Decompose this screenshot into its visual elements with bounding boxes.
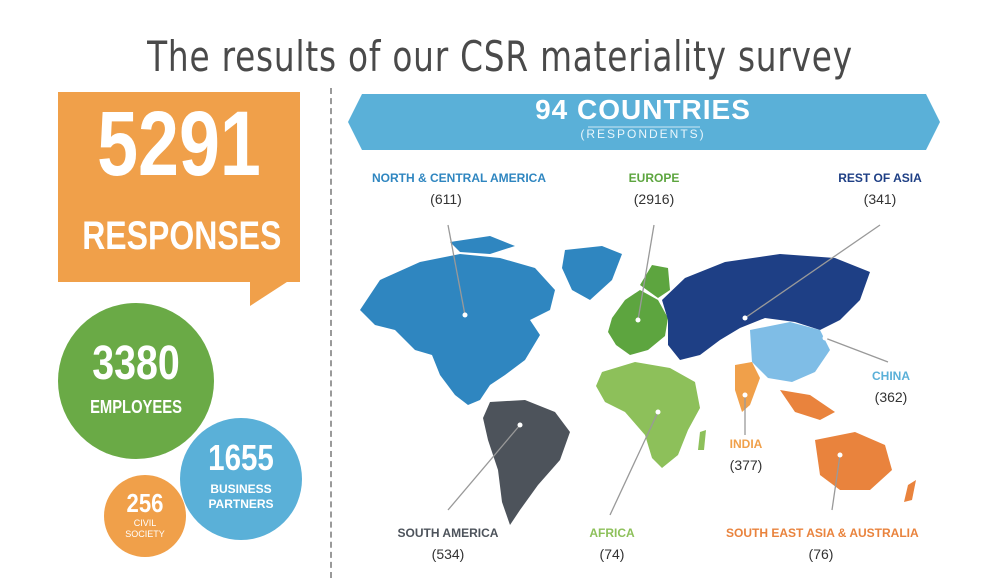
employees-label: EMPLOYEES xyxy=(90,397,182,417)
dot-africa xyxy=(655,409,661,415)
region-count: (611) xyxy=(430,191,462,207)
map-south-america xyxy=(483,400,570,525)
page-title: The results of our CSR materiality surve… xyxy=(147,32,853,82)
region-africa: AFRICA (74) xyxy=(582,527,642,561)
map-south-east-asia xyxy=(780,390,835,420)
business-partners-label: BUSINESS PARTNERS xyxy=(180,482,302,512)
pointer-rest-of-asia xyxy=(744,224,881,319)
map-greenland xyxy=(562,246,622,300)
business-partners-circle xyxy=(180,418,302,540)
pointer-dots xyxy=(462,312,843,458)
civil-society-label-line2: SOCIETY xyxy=(125,529,165,539)
map-australia xyxy=(815,432,892,490)
dot-europe xyxy=(635,317,641,323)
dot-india xyxy=(742,392,748,398)
pointer-south-america xyxy=(447,424,521,511)
region-india: INDIA (377) xyxy=(722,438,770,472)
responses-speech-tail xyxy=(250,280,290,306)
pointer-europe xyxy=(637,224,655,321)
region-name: CHINA xyxy=(872,369,910,383)
dot-china xyxy=(822,335,828,341)
region-china: CHINA (362) xyxy=(866,370,916,404)
map-madagascar xyxy=(698,430,706,450)
region-name: REST OF ASIA xyxy=(838,171,922,185)
region-name: SOUTH AMERICA xyxy=(397,526,499,540)
map-scandinavia xyxy=(640,265,670,298)
dot-australia xyxy=(837,452,843,458)
region-count: (341) xyxy=(863,191,897,207)
business-partners-label-line1: BUSINESS xyxy=(210,482,272,496)
region-north-central-america: NORTH & CENTRAL AMERICA (611) xyxy=(372,171,546,207)
countries-banner xyxy=(348,94,940,150)
region-count: (76) xyxy=(808,546,834,562)
region-count: (362) xyxy=(874,389,908,405)
civil-society-circle xyxy=(104,475,186,557)
map-north-central-america xyxy=(360,254,555,405)
banner-shape xyxy=(348,94,940,150)
region-count: (2916) xyxy=(633,191,675,207)
region-count: (534) xyxy=(431,546,465,562)
region-rest-of-asia: REST OF ASIA (341) xyxy=(830,172,930,206)
civil-society-label-line1: CIVIL xyxy=(133,518,157,528)
civil-society-count: 256 xyxy=(126,488,164,518)
pointer-north-america xyxy=(447,224,466,316)
region-south-east-asia-australia: SOUTH EAST ASIA & AUSTRALIA (76) xyxy=(726,526,919,562)
map-arctic-islands xyxy=(450,236,515,254)
dot-north-america xyxy=(462,312,468,318)
region-name: SOUTH EAST ASIA & AUSTRALIA xyxy=(726,526,919,540)
region-name: EUROPE xyxy=(628,171,680,185)
employees-count: 3380 xyxy=(92,337,180,390)
map-africa xyxy=(596,362,700,468)
responses-count: 5291 xyxy=(97,93,261,195)
region-south-america: SOUTH AMERICA (534) xyxy=(396,527,500,561)
region-count: (377) xyxy=(729,457,763,473)
pointer-africa xyxy=(609,411,659,516)
dashed-divider xyxy=(330,88,332,578)
responses-label: RESPONSES xyxy=(82,214,282,258)
pointer-australia xyxy=(831,454,841,511)
region-count: (74) xyxy=(599,546,625,562)
region-name: INDIA xyxy=(729,437,763,451)
map-new-zealand xyxy=(904,480,916,502)
region-europe: EUROPE (2916) xyxy=(614,172,694,206)
pointer-lines xyxy=(447,224,889,516)
civil-society-label: CIVIL SOCIETY xyxy=(104,518,186,540)
business-partners-label-line2: PARTNERS xyxy=(208,497,274,511)
pointer-china xyxy=(824,337,889,363)
map-rest-of-asia xyxy=(662,254,870,360)
employees-circle xyxy=(58,303,214,459)
region-name: AFRICA xyxy=(589,526,635,540)
responses-box xyxy=(58,92,300,282)
map-china xyxy=(750,322,830,382)
dot-south-america xyxy=(517,422,523,428)
dot-rest-of-asia xyxy=(742,315,748,321)
world-map xyxy=(360,224,916,525)
countries-count: 94 COUNTRIES xyxy=(535,94,751,125)
map-india xyxy=(735,362,760,412)
business-partners-count: 1655 xyxy=(208,437,274,478)
countries-subtitle: (RESPONDENTS) xyxy=(580,127,706,141)
region-name: NORTH & CENTRAL AMERICA xyxy=(372,171,546,185)
